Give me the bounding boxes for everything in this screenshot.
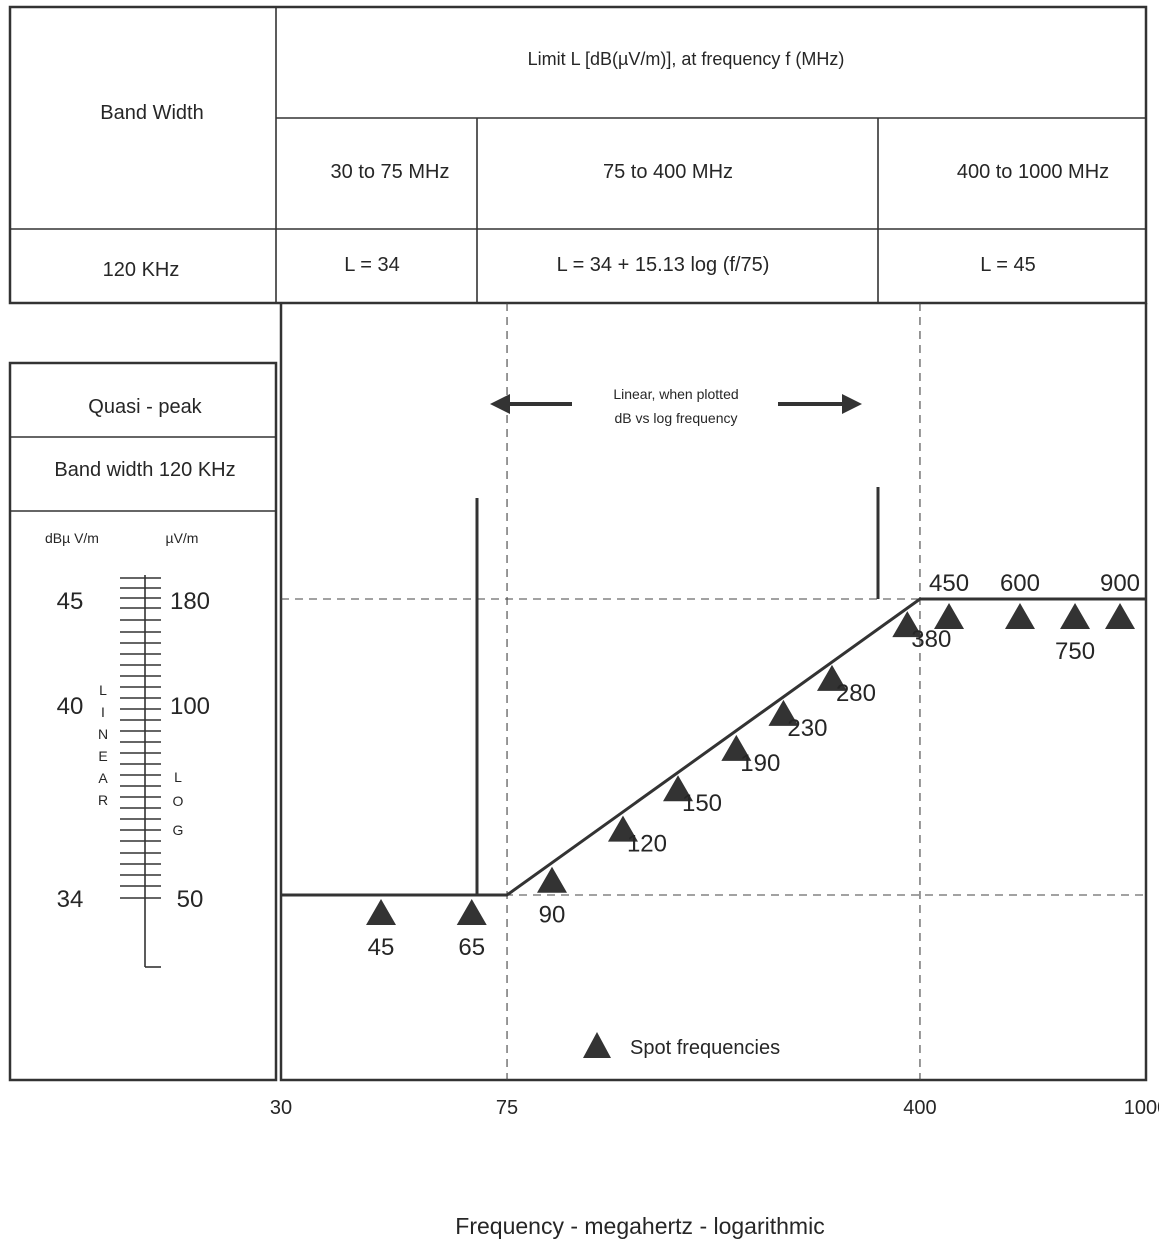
log-letter: L: [174, 769, 182, 785]
x-axis-label: Frequency - megahertz - logarithmic: [455, 1213, 824, 1239]
limit-table: Band Width Limit L [dB(µV/m)], at freque…: [8, 5, 1148, 305]
spot-legend-label: Spot frequencies: [630, 1037, 780, 1059]
spot-label: 45: [368, 934, 395, 961]
annotation-line2: dB vs log frequency: [615, 410, 738, 426]
limit-header: Limit L [dB(µV/m)], at frequency f (MHz): [528, 49, 845, 69]
log-letter: O: [173, 793, 184, 809]
spot-marker: [721, 734, 752, 761]
spot-marker: [663, 775, 694, 802]
scale-right-value-180: 180: [170, 588, 210, 615]
x-tick-label: 1000: [1124, 1097, 1159, 1119]
x-tick-label: 30: [270, 1097, 292, 1119]
scale-left-value-34: 34: [57, 886, 84, 913]
table-border: [8, 5, 1148, 305]
spot-marker: [366, 899, 397, 925]
spot-label: 450: [929, 570, 969, 597]
arrow-left-head: [490, 394, 510, 414]
spot-label: 600: [1000, 570, 1040, 597]
spot-marker: [768, 699, 799, 726]
scale-right-value-50: 50: [177, 886, 204, 913]
units-right-label: µV/m: [166, 530, 199, 546]
spot-label: 90: [539, 902, 566, 929]
spot-legend: Spot frequencies: [583, 1032, 780, 1059]
spot-marker: [456, 899, 487, 925]
spot-marker: [537, 866, 568, 893]
spot-marker: [1004, 603, 1035, 629]
limit-line: [281, 597, 1146, 897]
legend-box: Quasi - peak Band width 120 KHz dBµ V/m …: [8, 361, 278, 1082]
spot-marker: [892, 611, 923, 638]
annotation-line1: Linear, when plotted: [613, 386, 738, 402]
legend-box-border: [8, 361, 278, 1082]
x-tick-label: 75: [496, 1097, 518, 1119]
arrow-right-head: [842, 394, 862, 414]
linear-letter: L: [99, 682, 107, 698]
range-header-mid: 75 to 400 MHz: [603, 161, 733, 183]
linear-annotation: Linear, when plotted dB vs log frequency: [490, 386, 862, 426]
spot-label: 150: [682, 790, 722, 817]
spot-marker: [934, 603, 965, 629]
spot-label: 750: [1055, 638, 1095, 665]
spot-label: 190: [740, 750, 780, 777]
formula-high: L = 45: [980, 254, 1035, 276]
scale-left-value-45: 45: [57, 588, 84, 615]
range-header-low: 30 to 75 MHz: [331, 161, 450, 183]
spot-label: 900: [1100, 570, 1140, 597]
mode-label: Quasi - peak: [88, 396, 202, 418]
spot-marker: [1105, 603, 1136, 629]
scale-left-value-40: 40: [57, 693, 84, 720]
linear-letter: I: [101, 704, 105, 720]
bandwidth-label: Band width 120 KHz: [54, 459, 235, 481]
spot-label: 230: [787, 715, 827, 742]
formula-mid: L = 34 + 15.13 log (f/75): [557, 254, 770, 276]
scale-ticks: [120, 577, 161, 899]
plot-area: 45 65 90 120 150 190 230 280 380 450 600 750 900 Lin…: [279, 303, 1148, 1082]
spot-label: 65: [458, 934, 485, 961]
spot-frequencies: 45 65 90 120 150 190 230 280 380 450 600 750 900: [366, 570, 1140, 961]
range-header-high: 400 to 1000 MHz: [957, 161, 1109, 183]
linear-letter: N: [98, 726, 108, 742]
dual-scale: 45 40 34 180 100 50 L I N E A R L O G: [57, 575, 210, 968]
spot-marker: [816, 664, 847, 691]
linear-letter: A: [98, 770, 108, 786]
scale-right-value-100: 100: [170, 693, 210, 720]
plot-frame: [279, 303, 1148, 1082]
band-width-header: Band Width: [100, 102, 203, 124]
log-letter: G: [173, 822, 184, 838]
spot-label: 380: [911, 626, 951, 653]
spot-label: 280: [836, 680, 876, 707]
bandwidth-value: 120 KHz: [103, 259, 180, 281]
spot-marker: [1060, 603, 1091, 629]
spot-legend-marker: [583, 1032, 611, 1058]
linear-letter: E: [98, 748, 107, 764]
spot-marker: [607, 815, 638, 842]
linear-letter: R: [98, 792, 108, 808]
formula-low: L = 34: [344, 254, 399, 276]
x-tick-label: 400: [903, 1097, 936, 1119]
x-axis-ticks: 30 75 400 1000: [270, 1097, 1159, 1119]
units-left-label: dBµ V/m: [45, 530, 99, 546]
spot-label: 120: [627, 831, 667, 858]
